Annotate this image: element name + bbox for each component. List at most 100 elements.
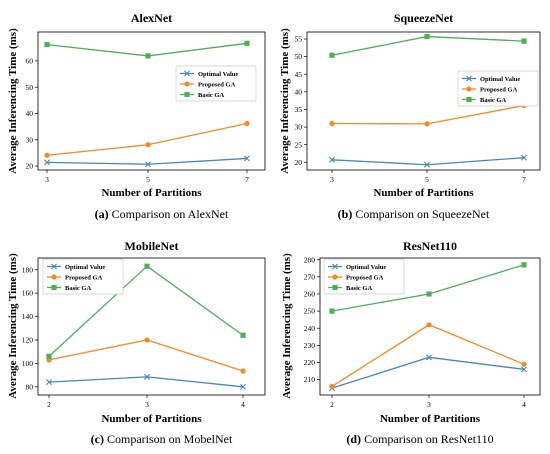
data-point <box>240 332 246 338</box>
y-tick-label: 80 <box>26 382 34 391</box>
data-point <box>145 53 151 59</box>
y-tick-label: 250 <box>304 307 316 316</box>
series-basic-ga <box>44 40 250 59</box>
x-tick-label: 7 <box>522 175 526 184</box>
data-point <box>46 353 52 359</box>
series-optimal-value <box>44 155 250 168</box>
legend-label: Optimal Value <box>198 71 238 78</box>
plot-frame <box>306 31 541 171</box>
x-tick-label: 3 <box>427 400 431 409</box>
legend-label: Proposed GA <box>198 81 236 88</box>
y-tick-label: 120 <box>22 336 34 345</box>
series-optimal-value <box>46 373 246 390</box>
y-tick-label: 30 <box>295 123 303 132</box>
data-point <box>329 308 335 314</box>
caption-text: Comparison on SqueezeNet <box>352 207 490 221</box>
y-tick-label: 55 <box>295 35 303 44</box>
chart-panel-4: ResNet110 210 220 230 240 250 260 270 280 2 3 4 Numb… <box>281 239 541 446</box>
x-tick-label: 2 <box>47 400 51 409</box>
legend-box <box>323 258 405 295</box>
data-point <box>145 161 151 168</box>
caption-text: Comparison on AlexNet <box>109 207 229 221</box>
caption-letter: (c) <box>91 432 104 446</box>
chart-title: SqueezeNet <box>394 11 453 25</box>
x-axis-label: Number of Partitions <box>373 187 474 199</box>
y-tick-label: 260 <box>304 290 316 299</box>
data-point <box>521 38 527 44</box>
series-line <box>331 356 525 389</box>
data-point <box>244 40 250 46</box>
legend: Optimal Value Proposed GA Basic GA <box>42 258 124 295</box>
caption: (a) Comparison on AlexNet <box>95 207 229 221</box>
y-tick-label: 100 <box>22 359 34 368</box>
caption-text: Comparison on MobelNet <box>104 432 233 446</box>
series-line <box>331 35 525 56</box>
data-point <box>44 152 50 158</box>
legend-label: Basic GA <box>65 285 91 292</box>
data-point <box>244 120 250 127</box>
legend-box <box>42 258 124 295</box>
data-point <box>329 156 335 163</box>
chart-panel-3: MobileNet 80 100 120 140 160 180 2 3 4 Number of P… <box>7 239 266 446</box>
chart-panel-1: AlexNet 20 30 40 50 60 3 5 7 Number of Partitions… <box>7 11 266 221</box>
x-axis-label: Number of Partitions <box>101 413 202 425</box>
data-point <box>144 263 150 269</box>
data-point <box>44 159 50 166</box>
series-optimal-value <box>329 154 527 168</box>
y-tick-label: 160 <box>22 289 34 298</box>
legend: Optimal Value Proposed GA Basic GA <box>175 65 257 102</box>
y-tick-label: 210 <box>304 375 316 384</box>
x-tick-label: 4 <box>522 400 526 409</box>
series-proposed-ga <box>44 120 250 158</box>
series-proposed-ga <box>329 322 527 390</box>
x-tick-label: 5 <box>425 175 429 184</box>
data-point <box>426 354 432 361</box>
legend: Optimal Value Proposed GA Basic GA <box>457 70 539 107</box>
y-tick-label: 140 <box>22 312 34 321</box>
data-point <box>521 154 527 161</box>
y-tick-label: 220 <box>304 358 316 367</box>
legend-marker <box>332 274 338 280</box>
legend-marker <box>332 263 338 270</box>
legend: Optimal Value Proposed GA Basic GA <box>323 258 405 295</box>
x-axis-label: Number of Partitions <box>101 187 202 199</box>
chart-title: AlexNet <box>131 11 172 25</box>
data-point <box>426 322 432 328</box>
caption-letter: (b) <box>338 207 353 221</box>
y-tick-label: 180 <box>22 265 34 274</box>
series-proposed-ga <box>329 102 527 127</box>
legend-marker <box>466 75 472 82</box>
data-point <box>240 368 246 374</box>
chart-title: MobileNet <box>125 239 179 253</box>
legend-marker <box>184 91 190 98</box>
legend-label: Proposed GA <box>65 274 103 281</box>
y-axis-label: Average Inferencing Time (ms) <box>7 28 19 174</box>
caption: (d) Comparison on ResNet110 <box>346 432 493 446</box>
y-tick-label: 240 <box>304 324 316 333</box>
y-tick-label: 35 <box>295 105 303 114</box>
y-axis-label: Average Inferencing Time (ms) <box>279 28 291 174</box>
y-tick-label: 20 <box>26 162 34 171</box>
x-tick-label: 4 <box>241 400 245 409</box>
data-point <box>144 373 150 380</box>
legend-marker <box>332 284 338 291</box>
y-tick-label: 40 <box>26 109 34 118</box>
data-point <box>329 52 335 58</box>
y-tick-label: 30 <box>26 135 34 144</box>
data-point <box>424 33 430 40</box>
legend-label: Optimal Value <box>346 264 386 271</box>
y-tick-label: 40 <box>295 87 303 96</box>
legend-label: Basic GA <box>480 97 506 104</box>
legend-marker <box>51 284 57 291</box>
caption-letter: (a) <box>95 207 109 221</box>
series-basic-ga <box>329 262 527 314</box>
legend-box <box>457 70 539 107</box>
legend-label: Optimal Value <box>65 264 105 271</box>
caption-letter: (d) <box>346 432 361 446</box>
y-tick-label: 60 <box>26 57 34 66</box>
data-point <box>244 155 250 162</box>
caption: (b) Comparison on SqueezeNet <box>338 207 490 221</box>
legend-marker <box>184 70 190 77</box>
